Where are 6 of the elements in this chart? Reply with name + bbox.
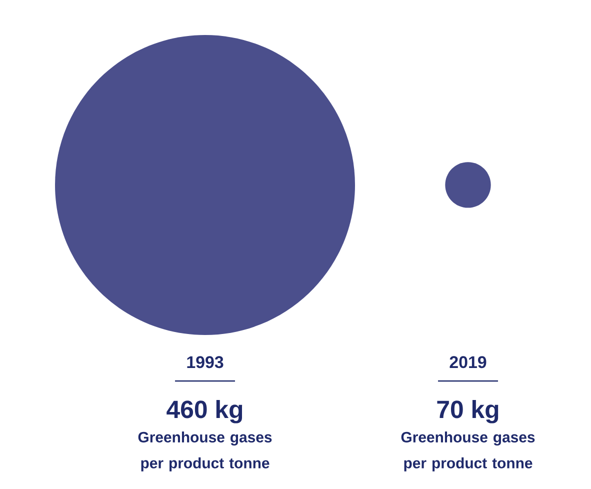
category-label: 1993 [187, 356, 224, 368]
data-label: 70 kg [437, 400, 498, 424]
data-label: 460 kg [166, 400, 242, 424]
text: Greenhouse gases per product tonne [401, 432, 535, 472]
category-label: 2019 [450, 356, 486, 368]
text: Greenhouse gases per product tonne [138, 432, 272, 472]
